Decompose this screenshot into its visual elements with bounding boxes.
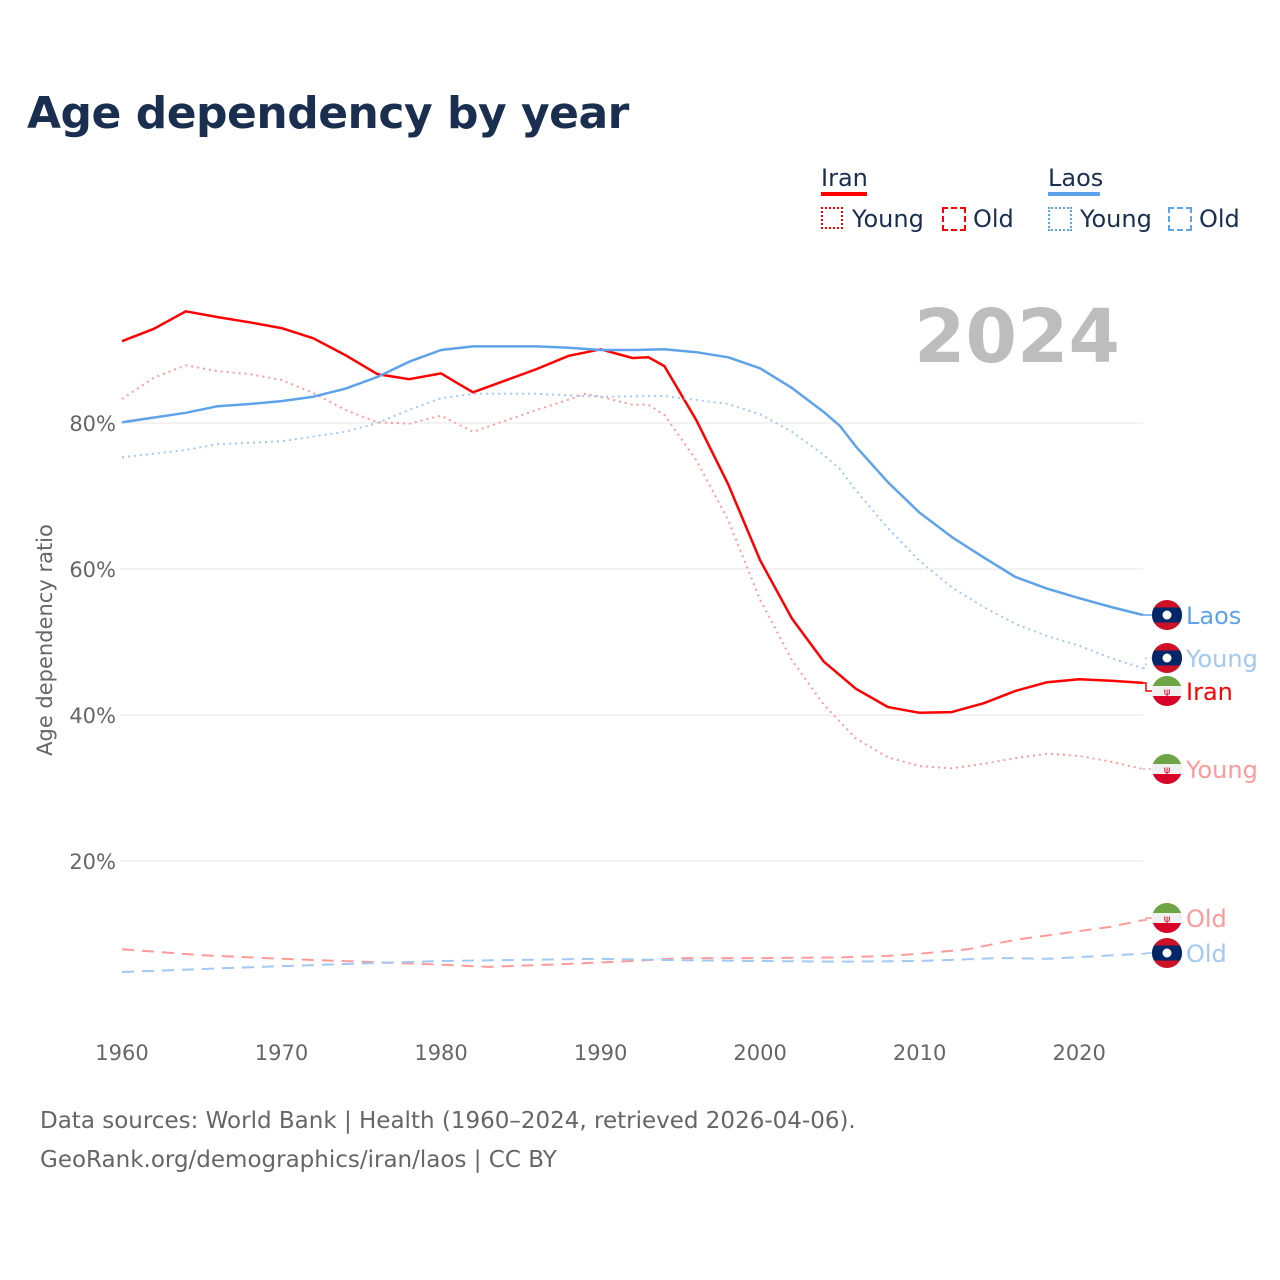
legend-iran-young[interactable]: Young <box>852 205 924 233</box>
laos-flag-icon <box>1152 600 1182 630</box>
chart-title: Age dependency by year <box>27 88 629 139</box>
series-end-label: Young <box>1185 645 1258 673</box>
series-line-iran-young <box>121 364 1144 770</box>
laos-flag-icon <box>1152 938 1182 968</box>
legend-laos-old[interactable]: Old <box>1199 205 1240 233</box>
legend-laos-swatch <box>1048 192 1100 196</box>
x-tick-label: 1960 <box>95 1041 148 1065</box>
y-tick-label: 20% <box>69 850 116 874</box>
x-tick-label: 2000 <box>733 1041 786 1065</box>
x-tick-label: 1990 <box>574 1041 627 1065</box>
legend-iran-old[interactable]: Old <box>973 205 1014 233</box>
series-end-label: Young <box>1185 756 1258 784</box>
series-end-label: Old <box>1186 940 1227 968</box>
series-line-laos-old <box>121 952 1144 973</box>
label-connector <box>1143 657 1152 670</box>
legend-iran-young-swatch <box>821 207 843 229</box>
legend-laos-title[interactable]: Laos <box>1048 164 1104 192</box>
x-tick-label: 1970 <box>255 1041 308 1065</box>
series-line-iran <box>121 310 1144 715</box>
footer-license[interactable]: GeoRank.org/demographics/iran/laos | CC … <box>40 1147 557 1173</box>
y-tick-label: 80% <box>69 412 116 436</box>
x-tick-label: 1980 <box>414 1041 467 1065</box>
label-connector <box>1143 682 1152 692</box>
svg-text:ψ: ψ <box>1164 765 1171 776</box>
iran-flag-icon: ψ <box>1152 754 1182 784</box>
svg-text:ψ: ψ <box>1164 914 1171 925</box>
year-display: 2024 <box>914 294 1120 380</box>
series-line-iran-old <box>121 919 1144 968</box>
legend-iran-title[interactable]: Iran <box>821 164 868 192</box>
legend-iran-swatch <box>821 192 867 196</box>
label-connector <box>1143 952 1152 955</box>
y-tick-label: 40% <box>69 704 116 728</box>
series-line-laos-young <box>121 392 1144 670</box>
footer-sources: Data sources: World Bank | Health (1960–… <box>40 1108 856 1134</box>
y-tick-label: 60% <box>69 558 116 582</box>
x-tick-label: 2010 <box>893 1041 946 1065</box>
series-end-label: Iran <box>1186 678 1233 706</box>
y-axis-label: Age dependency ratio <box>33 524 57 756</box>
legend-iran-old-swatch <box>942 207 966 231</box>
iran-flag-icon: ψ <box>1152 676 1182 706</box>
iran-flag-icon: ψ <box>1152 903 1182 933</box>
laos-flag-icon <box>1152 643 1182 673</box>
series-end-label: Old <box>1186 905 1227 933</box>
legend-laos-old-swatch <box>1168 207 1192 231</box>
legend-laos-young[interactable]: Young <box>1080 205 1152 233</box>
svg-text:ψ: ψ <box>1164 687 1171 698</box>
series-line-laos <box>121 345 1144 617</box>
legend-laos-young-swatch <box>1048 207 1072 231</box>
x-tick-label: 2020 <box>1052 1041 1105 1065</box>
series-end-label: Laos <box>1186 602 1241 630</box>
label-connector <box>1143 917 1152 921</box>
